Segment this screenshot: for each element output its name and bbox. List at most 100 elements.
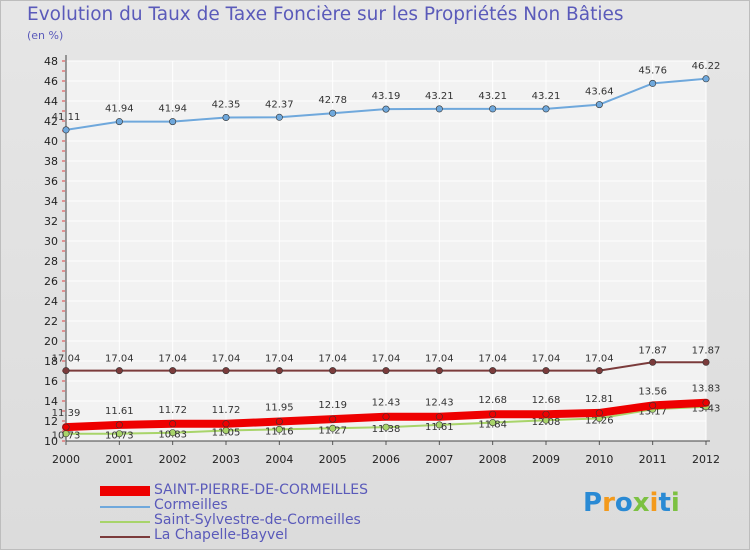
- data-label-saint-pierre-de-cormeilles: 12.81: [585, 394, 614, 405]
- data-label-la-chapelle-bayvel: 17.04: [318, 354, 347, 365]
- data-label-cormeilles: 45.76: [638, 65, 667, 76]
- data-label-la-chapelle-bayvel: 17.04: [372, 354, 401, 365]
- x-tick-label: 2009: [532, 453, 560, 466]
- y-tick-label: 32: [44, 215, 58, 228]
- data-label-saint-pierre-de-cormeilles: 11.95: [265, 403, 294, 414]
- x-tick-label: 2005: [319, 453, 347, 466]
- data-point-saint-sylvestre-de-cormeilles: [382, 423, 390, 431]
- logo-letter: o: [614, 488, 633, 518]
- data-point-cormeilles: [222, 114, 230, 122]
- data-point-cormeilles: [329, 109, 337, 117]
- data-label-saint-sylvestre-de-cormeilles: 11.84: [478, 420, 507, 431]
- y-tick-label: 46: [44, 75, 58, 88]
- data-label-saint-sylvestre-de-cormeilles: 10.83: [158, 430, 187, 441]
- data-point-cormeilles: [595, 101, 603, 109]
- data-point-la-chapelle-bayvel: [702, 358, 710, 366]
- chart-title: Evolution du Taux de Taxe Foncière sur l…: [27, 4, 624, 25]
- data-point-la-chapelle-bayvel: [435, 367, 443, 375]
- data-point-la-chapelle-bayvel: [329, 367, 337, 375]
- data-point-la-chapelle-bayvel: [222, 367, 230, 375]
- data-label-la-chapelle-bayvel: 17.87: [638, 345, 667, 356]
- data-label-saint-sylvestre-de-cormeilles: 12.26: [585, 415, 614, 426]
- data-point-cormeilles: [435, 105, 443, 113]
- y-tick-label: 10: [44, 435, 58, 448]
- x-tick-label: 2007: [425, 453, 453, 466]
- legend-swatch-saint-sylvestre: [100, 521, 150, 523]
- data-label-cormeilles: 42.37: [265, 99, 294, 110]
- data-label-saint-sylvestre-de-cormeilles: 10.73: [105, 431, 134, 442]
- y-tick-label: 12: [44, 415, 58, 428]
- y-tick-label: 36: [44, 175, 58, 188]
- data-point-saint-sylvestre-de-cormeilles: [115, 430, 123, 438]
- y-tick-label: 42: [44, 115, 58, 128]
- data-point-saint-pierre-de-cormeilles: [275, 417, 283, 425]
- line-chart: 10 12 14 16 18 20 22 24 26 28 30 32 34 36 38 40 42 44 46 48…: [44, 55, 721, 466]
- data-point-saint-pierre-de-cormeilles: [115, 421, 123, 429]
- data-label-cormeilles: 43.21: [532, 91, 561, 102]
- legend-label-saint-sylvestre: Saint-Sylvestre-de-Cormeilles: [154, 512, 361, 528]
- legend-swatch-la-chapelle: [100, 536, 150, 538]
- data-label-la-chapelle-bayvel: 17.04: [105, 354, 134, 365]
- data-point-cormeilles: [649, 79, 657, 87]
- x-tick-label: 2002: [159, 453, 187, 466]
- logo-letter: x: [632, 488, 650, 518]
- data-label-cormeilles: 41.11: [52, 112, 81, 123]
- x-tick-label: 2008: [479, 453, 507, 466]
- x-tick-label: 2000: [52, 453, 80, 466]
- data-point-la-chapelle-bayvel: [169, 367, 177, 375]
- data-point-saint-sylvestre-de-cormeilles: [329, 424, 337, 432]
- data-label-saint-sylvestre-de-cormeilles: 11.05: [212, 428, 241, 439]
- data-label-saint-pierre-de-cormeilles: 11.39: [52, 408, 81, 419]
- data-label-saint-pierre-de-cormeilles: 13.83: [692, 384, 721, 395]
- data-label-la-chapelle-bayvel: 17.04: [265, 354, 294, 365]
- data-point-saint-pierre-de-cormeilles: [62, 423, 70, 431]
- y-tick-label: 18: [44, 355, 58, 368]
- y-tick-label: 38: [44, 155, 58, 168]
- data-point-la-chapelle-bayvel: [275, 367, 283, 375]
- data-point-la-chapelle-bayvel: [489, 367, 497, 375]
- data-label-la-chapelle-bayvel: 17.04: [532, 354, 561, 365]
- data-point-cormeilles: [275, 113, 283, 121]
- legend-label-cormeilles: Cormeilles: [154, 497, 228, 513]
- data-point-cormeilles: [169, 118, 177, 126]
- data-label-saint-pierre-de-cormeilles: 12.43: [372, 398, 401, 409]
- data-point-cormeilles: [382, 105, 390, 113]
- data-label-cormeilles: 41.94: [105, 104, 134, 115]
- data-label-cormeilles: 43.21: [425, 91, 454, 102]
- data-label-saint-sylvestre-de-cormeilles: 11.16: [265, 426, 294, 437]
- y-tick-label: 26: [44, 275, 58, 288]
- data-label-saint-sylvestre-de-cormeilles: 10.73: [52, 431, 81, 442]
- data-point-saint-pierre-de-cormeilles: [595, 409, 603, 417]
- legend-label-saint-pierre: SAINT-PIERRE-DE-CORMEILLES: [154, 482, 368, 498]
- data-label-saint-pierre-de-cormeilles: 13.56: [638, 386, 667, 397]
- data-label-saint-pierre-de-cormeilles: 12.68: [532, 395, 561, 406]
- data-label-cormeilles: 43.19: [372, 91, 401, 102]
- y-tick-label: 16: [44, 375, 58, 388]
- x-tick-label: 2010: [585, 453, 613, 466]
- data-label-saint-sylvestre-de-cormeilles: 11.38: [372, 424, 401, 435]
- logo-letter: t: [658, 488, 671, 518]
- y-tick-label: 28: [44, 255, 58, 268]
- data-label-cormeilles: 41.94: [158, 104, 187, 115]
- y-tick-label: 24: [44, 295, 58, 308]
- data-point-saint-pierre-de-cormeilles: [489, 410, 497, 418]
- data-label-saint-pierre-de-cormeilles: 12.68: [478, 395, 507, 406]
- y-tick-label: 44: [44, 95, 58, 108]
- data-point-saint-pierre-de-cormeilles: [222, 420, 230, 428]
- data-label-saint-pierre-de-cormeilles: 11.72: [212, 405, 241, 416]
- data-label-cormeilles: 42.78: [318, 95, 347, 106]
- data-label-la-chapelle-bayvel: 17.04: [585, 354, 614, 365]
- legend-swatch-saint-pierre: [100, 486, 150, 496]
- data-label-la-chapelle-bayvel: 17.04: [478, 354, 507, 365]
- data-point-saint-pierre-de-cormeilles: [329, 415, 337, 423]
- x-tick-label: 2001: [105, 453, 133, 466]
- data-label-la-chapelle-bayvel: 17.04: [212, 354, 241, 365]
- data-point-cormeilles: [702, 75, 710, 83]
- data-label-la-chapelle-bayvel: 17.04: [52, 354, 81, 365]
- data-point-saint-sylvestre-de-cormeilles: [169, 429, 177, 437]
- x-tick-label: 2011: [639, 453, 667, 466]
- data-point-la-chapelle-bayvel: [62, 367, 70, 375]
- data-label-la-chapelle-bayvel: 17.04: [158, 354, 187, 365]
- x-tick-label: 2003: [212, 453, 240, 466]
- data-point-la-chapelle-bayvel: [115, 367, 123, 375]
